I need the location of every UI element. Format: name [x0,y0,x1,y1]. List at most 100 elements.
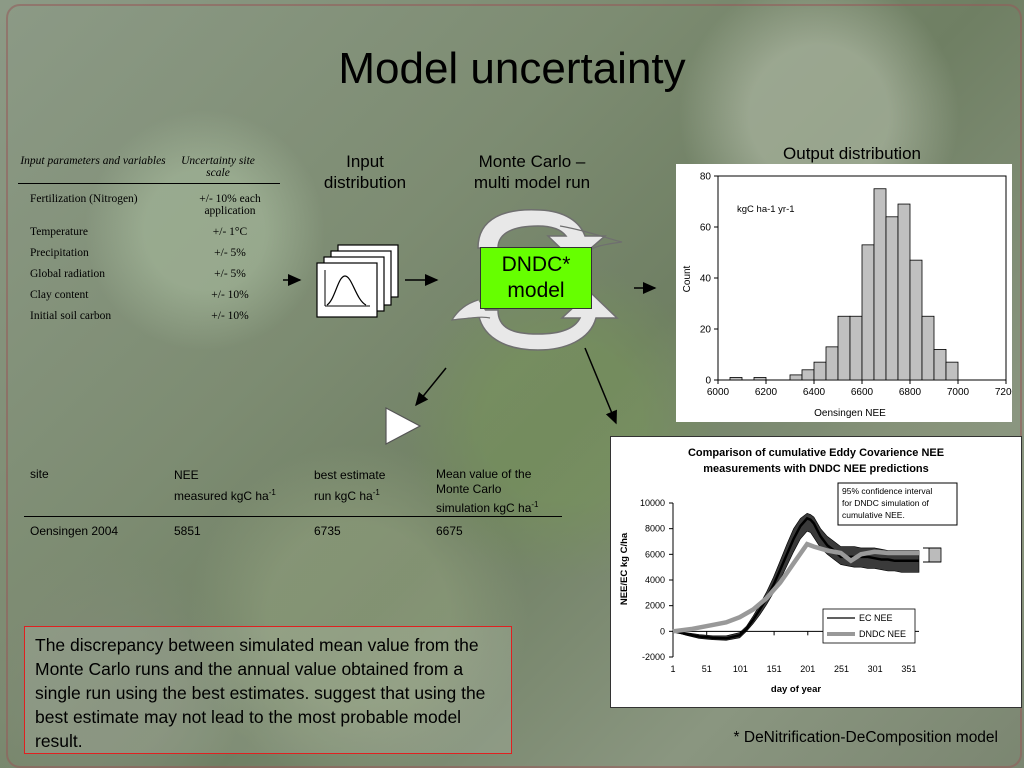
parameter-table: Input parameters and variables Uncertain… [18,155,280,322]
header-best-unit: run kgC ha [314,489,373,503]
histogram-bar [897,203,911,381]
comparison-y-tick-label: 8000 [645,524,665,534]
header-nee-unit: measured kgC ha [174,489,269,503]
superscript: -1 [268,488,276,497]
histogram-svg: 0 20 40 60 80 6000 6200 6400 6600 6800 7000 7200 kg… [682,172,1018,420]
header-nee-line1: NEE [174,468,199,482]
histogram-x-tick-label: 6800 [899,387,922,398]
confidence-interval-annotation: 95% confidence interval for DNDC simulat… [837,482,958,563]
comparison-legend: EC NEE DNDC NEE [822,608,916,644]
legend-label-dndc: DNDC NEE [859,629,906,639]
table-divider [24,516,562,517]
parameter-uncertainty: +/- 1°C [212,226,248,238]
histogram-bar [861,244,875,381]
histogram-bar [885,216,899,381]
histogram-y-tick-label: 80 [700,172,712,183]
model-box-line1: DNDC* [501,253,571,276]
monte-carlo-label-line2: multi model run [473,173,591,192]
histogram-bar [729,377,743,381]
table-row: Global radiation +/- 5% [18,268,280,280]
histogram-y-axis-label: Count [682,265,693,292]
histogram-bar [789,374,803,381]
parameter-name: Temperature [30,226,88,238]
dndc-model-box: DNDC* model [480,247,592,309]
header-mean-line2: simulation kgC ha-1 [436,497,562,516]
comparison-x-tick-label: 1 [670,664,675,674]
parameter-name: Global radiation [30,268,106,280]
table-row: Clay content +/- 10% [18,289,280,301]
annotation-line1: 95% confidence interval [842,486,932,496]
comparison-y-axis-label: NEE/EC kg C/ha [619,532,630,605]
parameter-name: Fertilization (Nitrogen) [30,193,138,205]
comparison-svg: Comparison of cumulative Eddy Covarience… [619,447,958,695]
header-site: site [30,467,49,481]
histogram-bar [849,315,863,381]
header-nee-line2: measured kgC ha-1 [174,484,276,505]
histogram-bar [813,361,827,381]
header-best-estimate: best estimate run kgC ha-1 [314,467,385,505]
output-histogram-chart: 0 20 40 60 80 6000 6200 6400 6600 6800 7000 7200 kg… [676,164,1018,422]
comparison-y-tick-label: 6000 [645,549,665,559]
ec-nee-line [672,516,919,640]
arrow-model-to-table [415,367,447,407]
input-distribution-label: Input distribution [312,151,418,193]
comparison-y-tick-label: 0 [660,626,665,636]
parameter-uncertainty: +/- 5% [214,247,246,259]
header-mean-line1: Mean value of the Monte Carlo [436,467,532,496]
histogram-y-tick-label: 0 [705,376,711,387]
legend-label-ec: EC NEE [859,613,893,623]
histogram-x-tick-label: 7200 [995,387,1012,398]
histogram-bar [825,346,839,381]
histogram-y-tick-label: 60 [700,223,712,234]
cumulative-nee-chart: Comparison of cumulative Eddy Covarience… [610,436,1022,708]
slide-title: Model uncertainty [338,44,686,93]
header-mean-value: Mean value of the Monte Carlo simulation… [436,467,562,516]
table-row: Precipitation +/- 5% [18,247,280,259]
parameter-uncertainty: +/- 10% [211,310,249,322]
mean-value-cell: 6675 [436,524,463,538]
comparison-x-tick-label: 101 [733,664,748,674]
header-best-line2: run kgC ha-1 [314,484,385,505]
comparison-y-tick-label: -2000 [642,652,665,662]
comparison-title-line1: Comparison of cumulative Eddy Covarience… [688,447,944,459]
histogram-bar [837,315,851,381]
output-distribution-label: Output distribution [783,144,921,163]
parameter-uncertainty: +/- 5% [214,268,246,280]
histogram-x-tick-label: 6400 [803,387,826,398]
comparison-y-tick-label: 10000 [640,498,665,508]
histogram-y-tick-label: 20 [700,325,712,336]
parameter-table-header: Input parameters and variables Uncertain… [18,155,280,184]
parameter-name: Precipitation [30,247,89,259]
table-row: Temperature +/- 1°C [18,226,280,238]
histogram-bar [909,259,923,381]
histogram-bar [753,377,767,381]
histogram-bar [921,315,935,381]
parameter-uncertainty: +/- 10% each application [199,193,261,217]
header-nee: NEE measured kgC ha-1 [174,467,276,505]
table-row: Fertilization (Nitrogen) +/- 10% each ap… [18,193,280,217]
parameter-uncertainty: +/- 10% [211,289,249,301]
arrow-model-to-comparison [584,347,617,425]
comparison-x-tick-label: 151 [767,664,782,674]
histogram-bar [801,369,815,381]
histogram-x-tick-label: 6600 [851,387,874,398]
monte-carlo-label-line1: Monte Carlo – [478,152,586,171]
parameter-name: Initial soil carbon [30,310,112,322]
comparison-x-axis-label: day of year [771,684,821,695]
input-distribution-label-line2: distribution [323,173,407,192]
document-stack-icon [316,244,399,318]
histogram-x-tick-label: 6000 [707,387,730,398]
header-best-line1: best estimate [314,468,386,482]
histogram-bar [873,188,887,381]
header-uncertainty: Uncertainty site scale [181,155,255,179]
histogram-bar [933,348,947,381]
comparison-x-tick-label: 351 [901,664,916,674]
measured-nee-cell: 5851 [174,524,201,538]
conclusion-note: The discrepancy between simulated mean v… [24,626,512,754]
histogram-bar [945,361,959,381]
comparison-x-tick-label: 51 [702,664,712,674]
histogram-y-tick-label: 40 [700,274,712,285]
comparison-x-tick-label: 301 [868,664,883,674]
dndc-nee-line [672,541,919,634]
